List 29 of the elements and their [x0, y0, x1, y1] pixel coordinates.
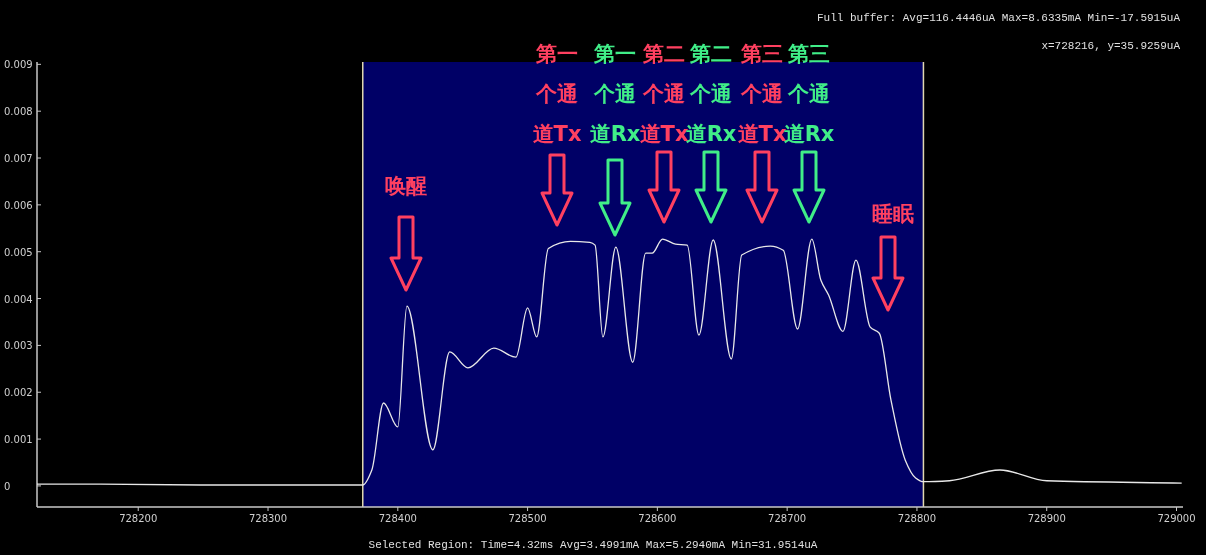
- y-tick-label: 0.005: [4, 246, 33, 258]
- y-tick-label: 0.007: [4, 153, 33, 165]
- y-tick-label: 0.009: [4, 59, 33, 71]
- x-tick-label: 728700: [768, 513, 807, 524]
- y-tick-label: 0.006: [4, 199, 33, 211]
- annotation: 第一个通道Tx: [532, 42, 582, 146]
- x-tick-label: 728200: [119, 513, 158, 524]
- x-tick-label: 728800: [897, 513, 937, 524]
- y-tick-label: 0.003: [4, 340, 33, 352]
- text: x=728216, y=35.9259uA: [1041, 40, 1181, 52]
- annotation: 第一个通道Rx: [589, 42, 641, 146]
- text: Full buffer: Avg=116.4446uA Max=8.6335mA Min=-17.5915uA: [816, 12, 1181, 24]
- annotation: 唤醒: [385, 174, 427, 198]
- y-tick-label: 0.001: [4, 434, 33, 446]
- y-tick-label: 0.008: [4, 106, 33, 118]
- x-tick-label: 728600: [638, 513, 677, 524]
- annotation: 睡眠: [872, 202, 914, 226]
- x-tick-label: 728500: [508, 513, 547, 524]
- text: Selected Region: Time=4.32ms Avg=3.4991mA Max=5.2940mA Min=31.9514uA: [368, 539, 818, 551]
- y-tick-label: 0.004: [4, 293, 33, 305]
- annotation: 第二个通道Rx: [685, 42, 737, 146]
- x-tick-label: 728300: [248, 513, 288, 524]
- y-tick-label: 0.002: [4, 387, 33, 399]
- annotation: 第三个通道Rx: [783, 42, 835, 146]
- line-series: [36, 238, 1183, 486]
- x-tick-label: 728900: [1027, 513, 1066, 524]
- y-tick-label: 0: [4, 480, 11, 492]
- x-tick-label: 728400: [378, 513, 417, 524]
- x-tick-label: 729000: [1157, 513, 1196, 524]
